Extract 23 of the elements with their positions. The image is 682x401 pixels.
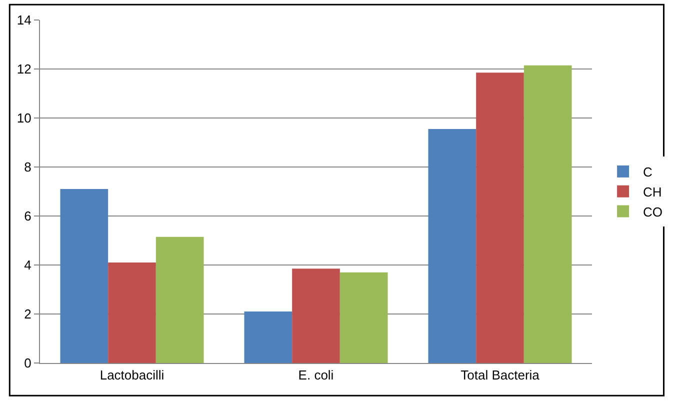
y-tick-label: 12 (16, 62, 32, 77)
bar (340, 272, 388, 363)
y-tick-label: 4 (24, 258, 32, 273)
bar (524, 65, 572, 363)
y-tick-label: 14 (16, 12, 32, 28)
bar (476, 72, 524, 363)
legend-label: C (643, 164, 652, 180)
bar (108, 262, 156, 363)
legend-label: CH (643, 184, 662, 200)
bar (428, 129, 476, 363)
y-tick-label: 2 (24, 306, 32, 322)
y-tick-label: 0 (24, 356, 32, 371)
bar (244, 312, 292, 363)
legend-label: CO (643, 204, 663, 220)
bar (292, 268, 340, 363)
x-tick-label: E. coli (298, 368, 334, 383)
y-tick-label: 8 (24, 160, 32, 175)
x-tick-label: Lactobacilli (100, 368, 164, 383)
x-tick-label: Total Bacteria (460, 368, 540, 383)
y-tick-label: 10 (16, 110, 32, 126)
y-tick-label: 6 (24, 208, 32, 224)
bar (60, 189, 108, 363)
bar (156, 236, 204, 363)
